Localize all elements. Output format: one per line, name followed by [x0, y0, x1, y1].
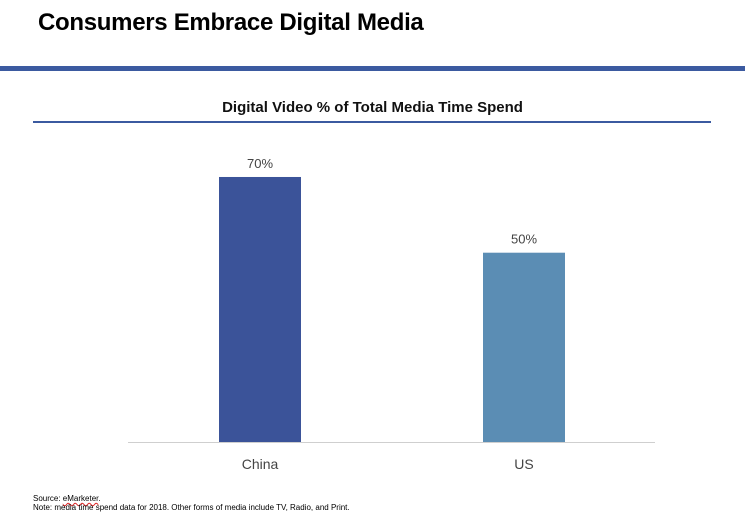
value-label-us: 50%: [511, 232, 537, 247]
chart-title: Digital Video % of Total Media Time Spen…: [222, 99, 523, 116]
source-note: Source: eMarketer.: [33, 494, 350, 503]
category-label-us: US: [514, 456, 533, 472]
source-prefix: Source:: [33, 494, 63, 503]
value-label-china: 70%: [247, 156, 273, 171]
source-suffix: .: [98, 494, 101, 503]
bar-china: [219, 176, 301, 443]
source-name: eMarketer: [62, 494, 99, 503]
title-divider: [0, 66, 745, 71]
bar-us: [483, 252, 565, 442]
category-label-china: China: [242, 456, 279, 472]
footnotes: Source: eMarketer. Note: media time spen…: [33, 494, 350, 512]
chart-title-divider: [33, 121, 711, 123]
slide-title: Consumers Embrace Digital Media: [38, 9, 424, 36]
media-note: Note: media time spend data for 2018. Ot…: [33, 503, 350, 512]
